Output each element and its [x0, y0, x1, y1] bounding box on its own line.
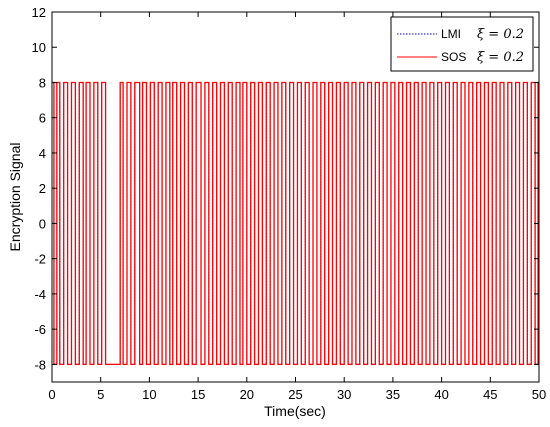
legend-lmi-parameter: ξ = 0.2 [477, 27, 524, 42]
x-tick-label: 0 [48, 387, 55, 402]
y-tick-label: 8 [39, 75, 46, 90]
y-tick-label: 6 [39, 111, 46, 126]
y-tick-label: -8 [34, 357, 46, 372]
y-tick-label: 0 [39, 216, 46, 231]
y-tick-label: 10 [32, 40, 46, 55]
series-layer [52, 81, 539, 366]
x-tick-label: 45 [483, 387, 497, 402]
legend-box [390, 16, 534, 72]
legend: LMI ξ = 0.2 SOS ξ = 0.2 [390, 16, 534, 72]
x-tick-label: 10 [142, 387, 156, 402]
y-tick-label: -4 [34, 287, 46, 302]
legend-lmi-label: LMI [441, 27, 461, 41]
y-tick-label: -2 [34, 252, 46, 267]
y-axis-label: Encryption Signal [7, 143, 23, 252]
y-tick-label: 4 [39, 146, 46, 161]
y-tick-label: 12 [32, 5, 46, 20]
legend-sos-label: SOS [441, 50, 466, 64]
x-axis-label: Time(sec) [264, 403, 326, 419]
x-tick-label: 30 [337, 387, 351, 402]
x-tick-label: 25 [288, 387, 302, 402]
x-tick-label: 40 [434, 387, 448, 402]
x-tick-label: 20 [240, 387, 254, 402]
legend-sos-parameter: ξ = 0.2 [477, 50, 524, 65]
x-tick-label: 5 [97, 387, 104, 402]
y-tick-label: 2 [39, 181, 46, 196]
plot-area [52, 12, 539, 382]
sos-series-line [52, 81, 539, 366]
x-tick-label: 50 [532, 387, 546, 402]
ticks-layer: 0 5 10 15 20 25 30 35 40 45 50 -8 -6 -4 -2 0 2 4 6 8 10 12 [32, 5, 547, 402]
x-tick-label: 35 [386, 387, 400, 402]
y-tick-label: -6 [34, 322, 46, 337]
x-tick-label: 15 [191, 387, 205, 402]
